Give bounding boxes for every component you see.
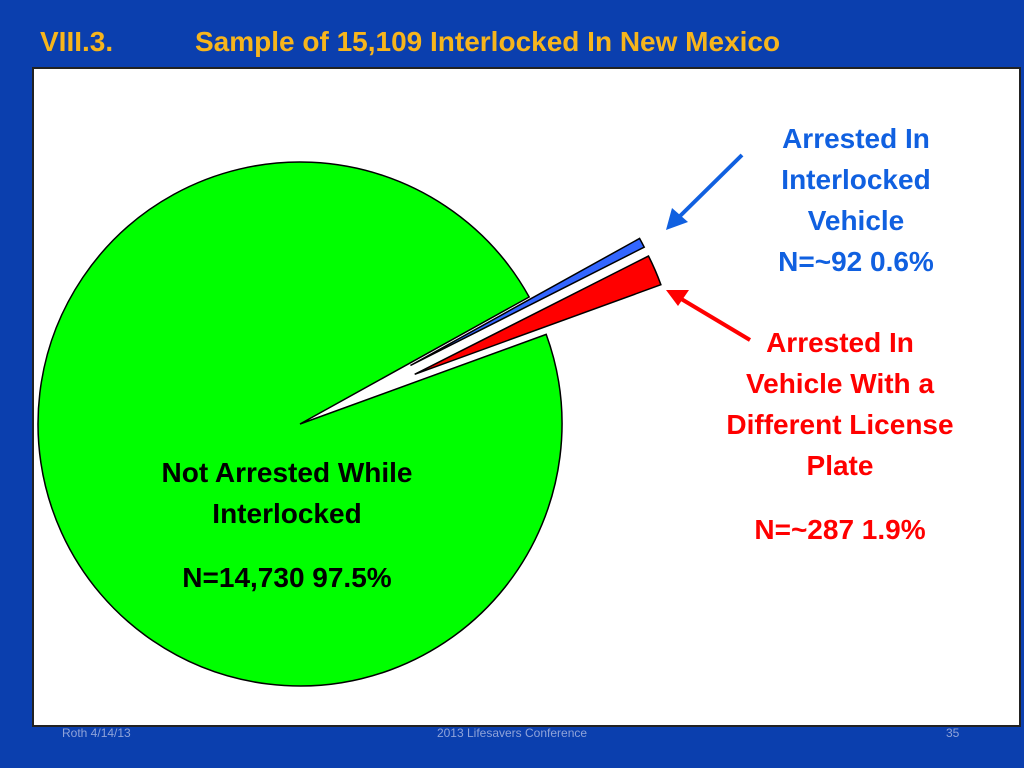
slide-number: VIII.3. bbox=[40, 26, 114, 57]
slice-label: Not Arrested While Interlocked bbox=[161, 457, 413, 529]
arrow bbox=[674, 153, 744, 222]
value-label: N=~287 1.9% bbox=[754, 514, 926, 545]
pie bbox=[37, 161, 662, 687]
value-label: N=~92 0.6% bbox=[778, 246, 934, 277]
footer-center: 2013 Lifesavers Conference bbox=[436, 726, 588, 740]
arrow-head bbox=[666, 208, 688, 230]
pie-slice bbox=[37, 161, 563, 687]
slice-label: Arrested In Vehicle With a Different Lic… bbox=[726, 327, 954, 481]
footer-right: 35 bbox=[946, 726, 960, 740]
footer-left: Roth 4/14/13 bbox=[62, 726, 131, 740]
value-label: N=14,730 97.5% bbox=[182, 562, 392, 593]
arrow-head bbox=[666, 290, 689, 306]
pie-slice bbox=[410, 237, 646, 367]
arrow bbox=[676, 295, 752, 342]
pie-slice bbox=[414, 255, 662, 376]
chart-title: Sample of 15,109 Interlocked In New Mexi… bbox=[195, 26, 781, 57]
slice-label: Arrested In Interlocked Vehicle bbox=[781, 123, 931, 236]
